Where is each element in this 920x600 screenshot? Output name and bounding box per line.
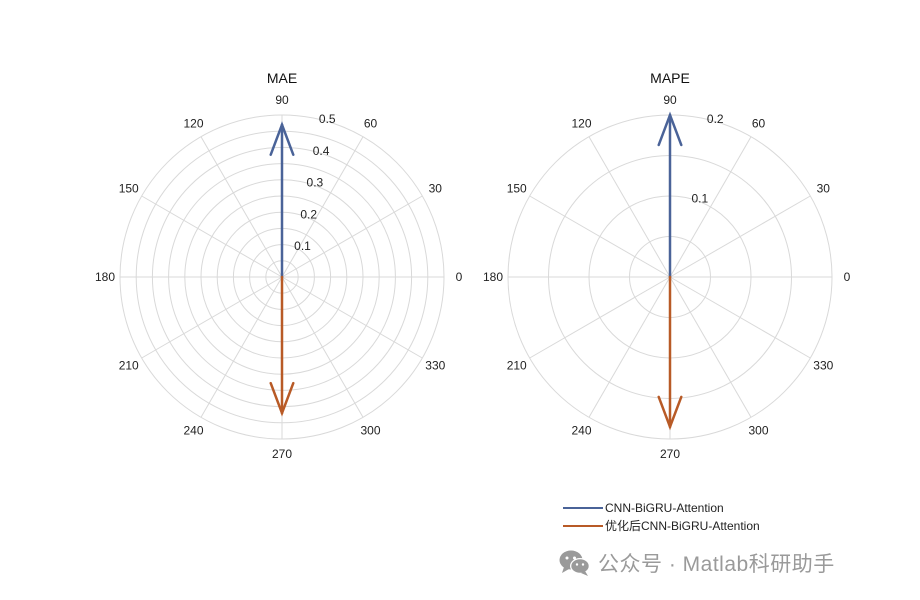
chart-2-angle-label-30: 30 xyxy=(817,182,831,196)
legend-item-series-2: 优化后CNN-BiGRU-Attention xyxy=(563,517,760,535)
chart-1-spoke-210 xyxy=(141,276,283,359)
legend-item-series-1: CNN-BiGRU-Attention xyxy=(563,499,760,517)
chart-2-angle-label-270: 270 xyxy=(660,447,680,461)
chart-2-spoke-30 xyxy=(669,195,811,278)
chart-1-r-label-0.4: 0.4 xyxy=(313,144,330,158)
chart-2-angle-label-240: 240 xyxy=(571,423,591,437)
watermark-text: 公众号 · Matlab科研助手 xyxy=(598,553,835,576)
legend-label-series-1: CNN-BiGRU-Attention xyxy=(605,501,724,515)
chart-1-series-1-arrowhead xyxy=(269,121,295,156)
chart-2-angle-label-120: 120 xyxy=(571,117,591,131)
chart-1-angle-label-330: 330 xyxy=(425,359,445,373)
chart-1-angle-label-0: 0 xyxy=(456,270,463,284)
legend-swatch-series-2 xyxy=(563,525,603,527)
chart-1-r-label-0.1: 0.1 xyxy=(294,239,311,253)
chart-1-angle-label-60: 60 xyxy=(364,117,378,131)
chart-1-title: MAE xyxy=(267,70,297,86)
chart-2-series-1-arrowhead xyxy=(657,111,683,147)
chart-1-spoke-60 xyxy=(281,136,364,278)
chart-1-r-label-0.3: 0.3 xyxy=(307,176,324,190)
chart-2-spoke-210 xyxy=(529,276,671,359)
chart-1-r-label-0.2: 0.2 xyxy=(300,207,317,221)
chart-1-angle-label-90: 90 xyxy=(275,93,289,107)
chart-1-angle-label-180: 180 xyxy=(95,270,115,284)
chart-2-r-label-0.2: 0.2 xyxy=(707,112,724,126)
chart-2-angle-label-60: 60 xyxy=(752,117,766,131)
chart-2-angle-label-330: 330 xyxy=(813,359,833,373)
chart-1-angle-label-150: 150 xyxy=(119,182,139,196)
watermark: 公众号 · Matlab科研助手 xyxy=(558,548,835,578)
chart-1-r-label-0.5: 0.5 xyxy=(319,112,336,126)
chart-2-spoke-120 xyxy=(588,136,671,278)
chart-1-angle-label-240: 240 xyxy=(183,423,203,437)
chart-1-angle-label-300: 300 xyxy=(360,423,380,437)
chart-2-angle-label-300: 300 xyxy=(748,423,768,437)
chart-1-spoke-330 xyxy=(281,276,423,359)
chart-2-angle-label-90: 90 xyxy=(663,93,677,107)
chart-2-spoke-150 xyxy=(529,195,671,278)
chart-1-angle-label-30: 30 xyxy=(429,182,443,196)
chart-1-spoke-240 xyxy=(200,276,283,418)
chart-2-spoke-330 xyxy=(669,276,811,359)
chart-2-angle-label-0: 0 xyxy=(844,270,851,284)
chart-2-angle-label-210: 210 xyxy=(507,359,527,373)
chart-1-angle-label-270: 270 xyxy=(272,447,292,461)
chart-1-spoke-30 xyxy=(281,195,423,278)
chart-1-spoke-120 xyxy=(200,136,283,278)
chart-2-angle-label-150: 150 xyxy=(507,182,527,196)
chart-2-spoke-300 xyxy=(669,276,752,418)
chart-1-series-2-arrowhead xyxy=(269,381,295,417)
wechat-icon xyxy=(559,550,590,576)
chart-2-r-label-0.1: 0.1 xyxy=(691,191,708,205)
legend: CNN-BiGRU-Attention 优化后CNN-BiGRU-Attenti… xyxy=(563,499,760,535)
chart-2-spoke-240 xyxy=(588,276,671,418)
chart-2-title: MAPE xyxy=(650,70,690,86)
legend-label-series-2: 优化后CNN-BiGRU-Attention xyxy=(605,519,760,533)
legend-swatch-series-1 xyxy=(563,507,603,509)
chart-2-angle-label-180: 180 xyxy=(483,270,503,284)
chart-1-angle-label-120: 120 xyxy=(183,117,203,131)
chart-2-spoke-60 xyxy=(669,136,752,278)
chart-1-angle-label-210: 210 xyxy=(119,359,139,373)
chart-1-spoke-150 xyxy=(141,195,283,278)
chart-2-series-2-arrowhead xyxy=(657,395,683,431)
chart-1-spoke-300 xyxy=(281,276,364,418)
